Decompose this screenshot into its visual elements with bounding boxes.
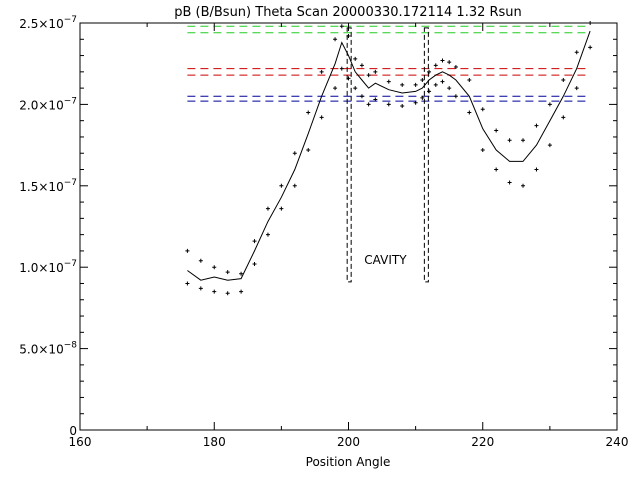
series-1-point [494,128,499,133]
series-2-point [400,104,405,109]
plot-area [185,21,593,296]
series-1-point [265,206,270,211]
x-tick-label: 180 [203,435,226,449]
series-1-point [574,50,579,55]
series-2-point [198,286,203,291]
series-2-point [346,76,351,81]
series-1-point [239,271,244,276]
series-2-point [386,102,391,107]
y-tick-label: 0 [69,424,77,438]
cavity-annotation: CAVITY [364,253,407,267]
series-2-point [339,66,344,71]
series-1-point [185,248,190,253]
series-2-point [561,115,566,120]
series-1-point [433,63,438,68]
series-2-point [413,100,418,105]
series-2-point [588,45,593,50]
cavity-boundary-1 [423,27,429,283]
series-1-point [353,56,358,61]
series-2-point [265,232,270,237]
series-2-point [212,289,217,294]
series-1-point [413,82,418,87]
series-2-point [239,289,244,294]
series-2-point [534,167,539,172]
x-axis: 160 180 200 220 240 [69,23,629,449]
series-1-point [198,258,203,263]
x-tick-label: 240 [606,435,629,449]
series-2-point [433,82,438,87]
series-2-point [353,86,358,91]
series-1-point [447,60,452,65]
series-2-point [547,143,552,148]
series-2-point [453,94,458,99]
series-2-point [494,167,499,172]
series-2-point [480,147,485,152]
series-2-point [279,206,284,211]
series-1-point [400,82,405,87]
series-2-point [427,89,432,94]
series-2-point [185,281,190,286]
series-2-point [507,180,512,185]
series-1-point [339,24,344,29]
y-tick-label: 2.5×10−7 [19,15,77,31]
series-1-point [386,79,391,84]
series-1-point [366,73,371,78]
series-2-point [467,110,472,115]
series-1-point [359,63,364,68]
series-1-point [534,123,539,128]
series-1-point [521,138,526,143]
series-2-point [292,183,297,188]
series-1-point [420,77,425,82]
series-2-point [440,79,445,84]
series-1-point [279,183,284,188]
series-2-point [420,95,425,100]
series-1-point [507,138,512,143]
x-tick-label: 200 [337,435,360,449]
series-1-point [319,69,324,74]
series-2-point [252,261,257,266]
series-1-point [346,34,351,39]
series-1-point [252,239,257,244]
series-1-point [292,151,297,156]
y-tick-label: 2.0×10−7 [19,96,77,112]
series-1-point [333,37,338,42]
series-2-point [359,94,364,99]
y-tick-label: 1.5×10−7 [19,178,77,194]
series-2-point [574,86,579,91]
series-2-point [333,86,338,91]
chart-title: pB (B/Bsun) Theta Scan 20000330.172114 1… [174,5,522,20]
series-2-point [521,183,526,188]
series-2-point [319,115,324,120]
series-1-point [306,110,311,115]
series-2-point [366,102,371,107]
series-1-point [225,270,230,275]
y-tick-label: 5.0×10−8 [19,341,77,357]
plot-frame [79,22,618,431]
series-1-point [467,77,472,82]
series-1-point [561,77,566,82]
y-axis: 0 5.0×10−8 1.0×10−7 1.5×10−7 2.0×10−7 2.5×10−… [19,15,617,438]
y-tick-label: 1.0×10−7 [19,259,77,275]
x-axis-label: Position Angle [306,455,391,469]
series-1-point [547,102,552,107]
series-2-point [447,86,452,91]
series-0-line [187,30,591,281]
series-1-point [453,64,458,69]
x-tick-label: 160 [69,435,92,449]
series-1-point [480,107,485,112]
series-1-point [212,265,217,270]
cavity-boundary-0 [346,27,352,283]
series-1-point [427,69,432,74]
x-tick-label: 220 [471,435,494,449]
series-2-point [373,97,378,102]
series-2-point [306,147,311,152]
series-1-point [440,58,445,63]
series-2-point [225,291,230,296]
series-1-point [373,69,378,74]
